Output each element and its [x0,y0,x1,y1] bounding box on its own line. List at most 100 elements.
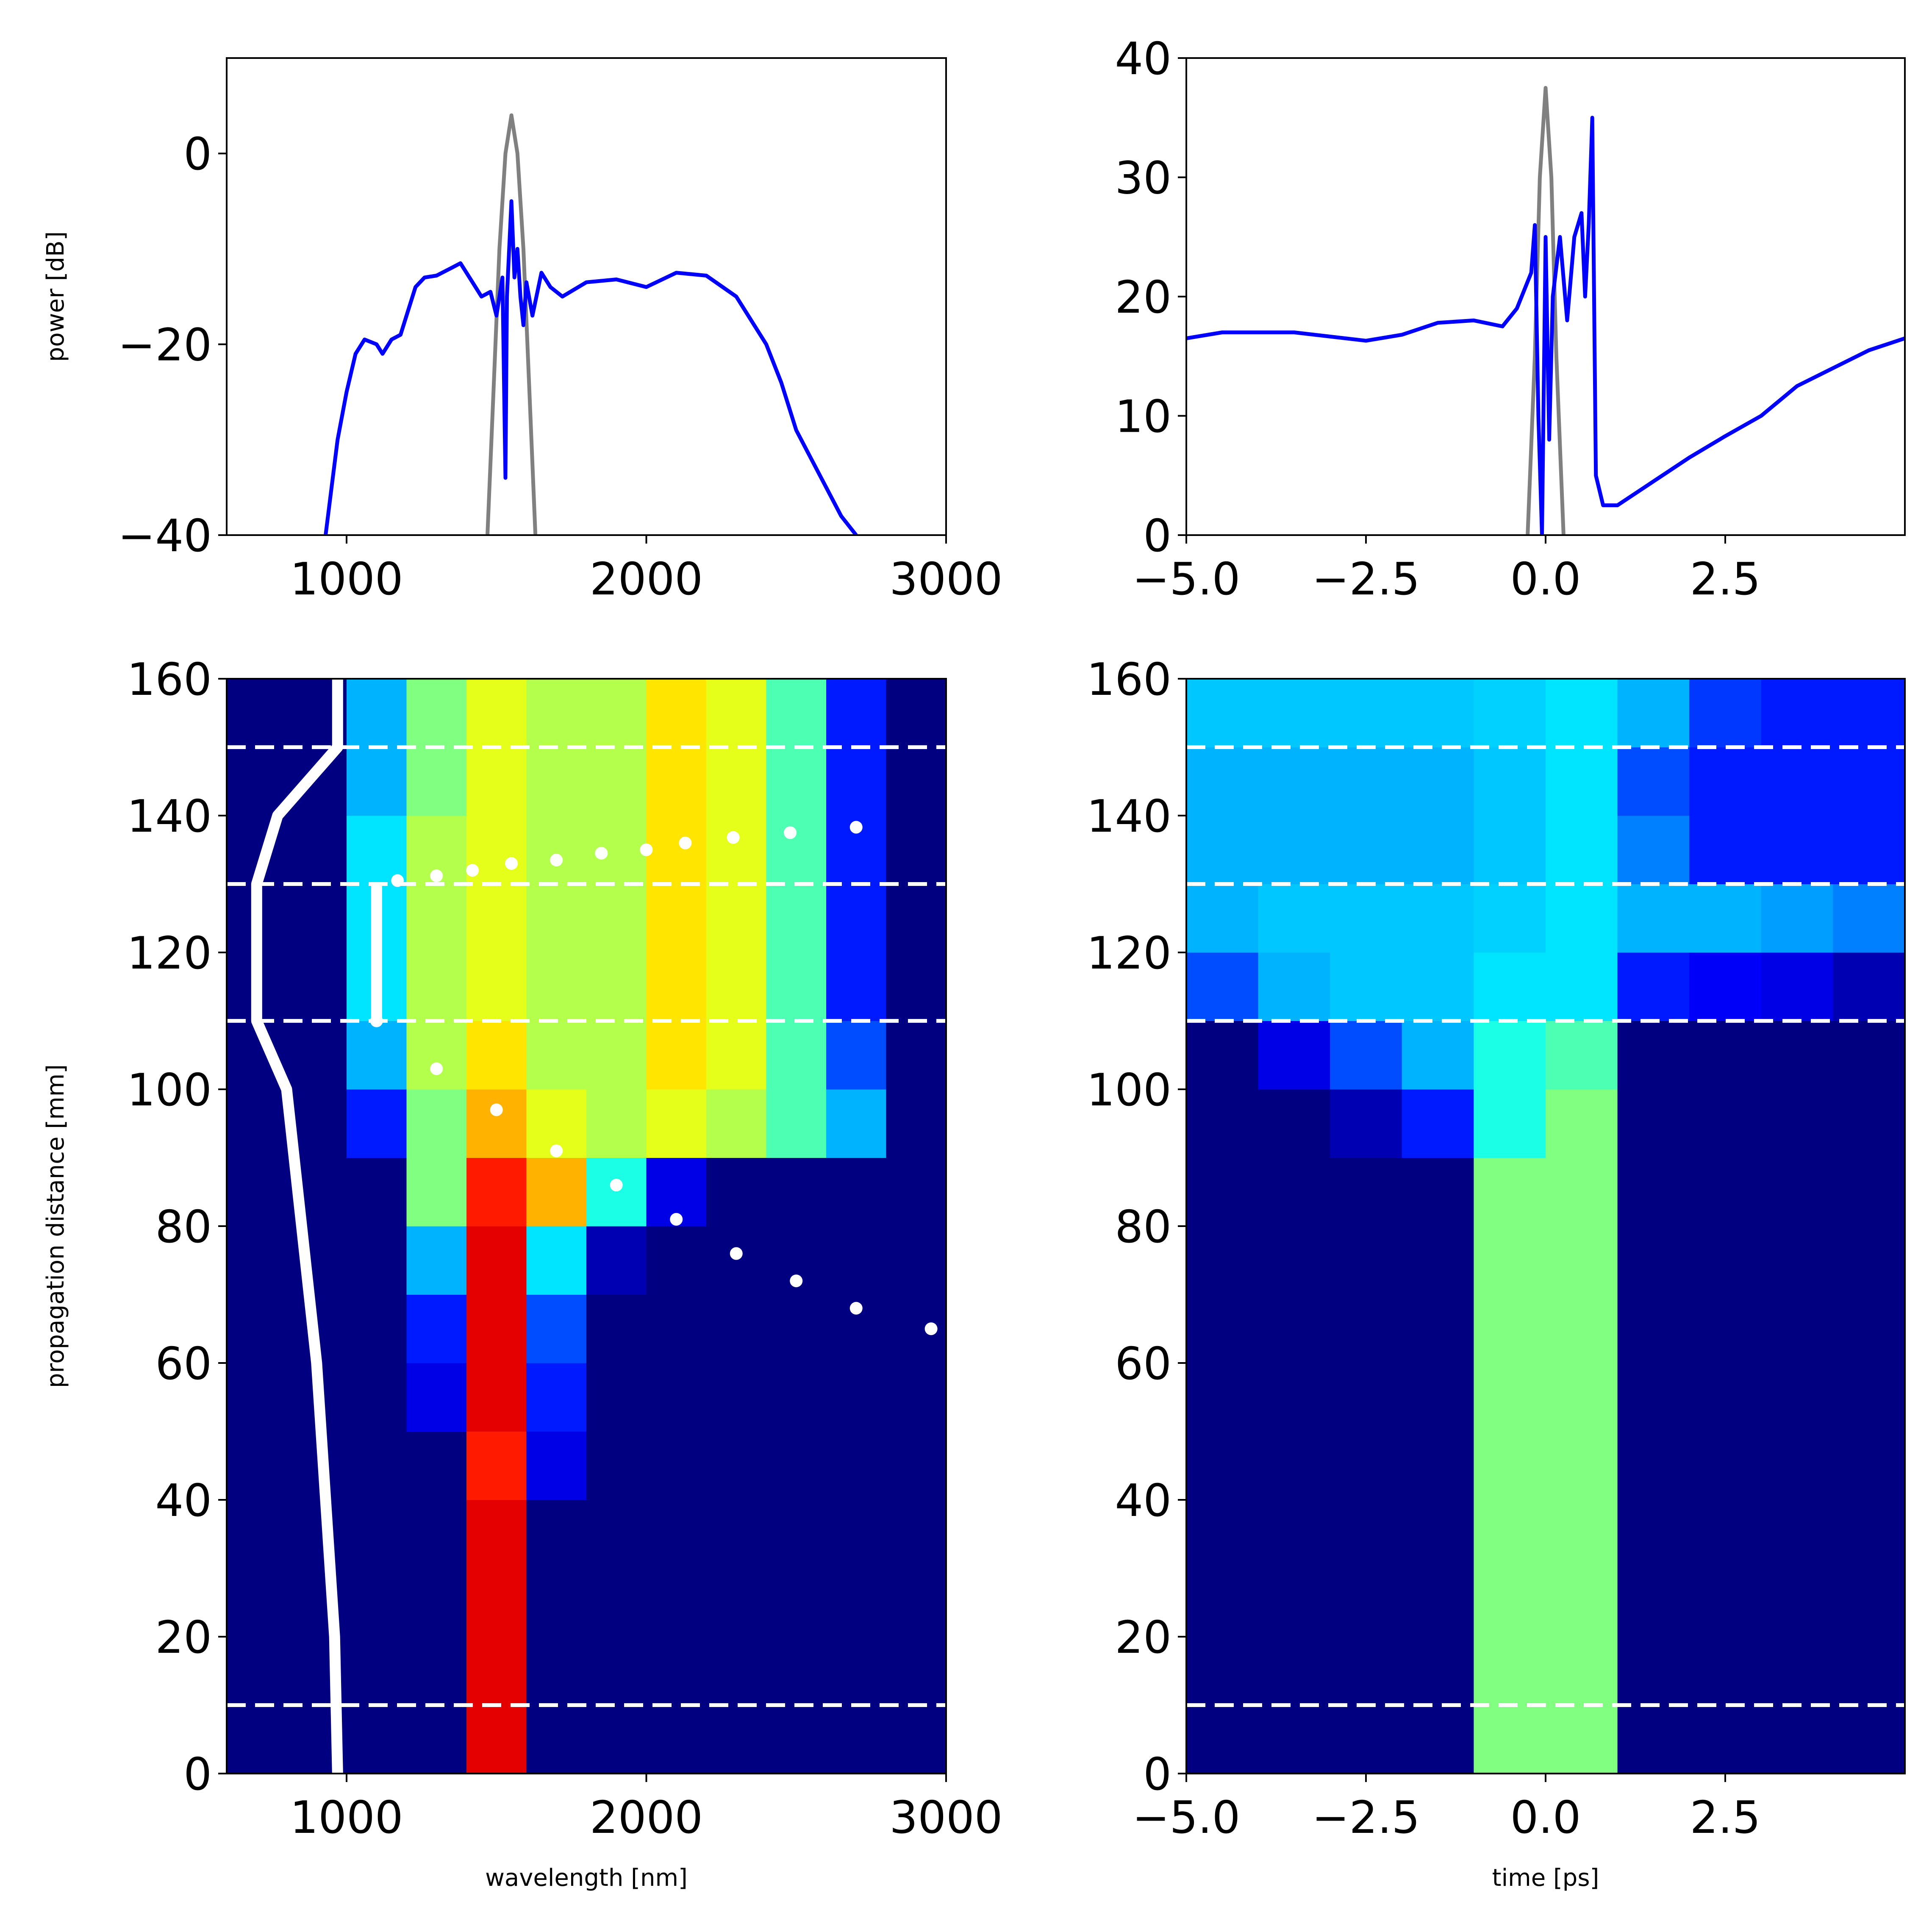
heat-cell [706,1226,766,1295]
heat-cell [1761,1294,1833,1363]
heat-cell [1617,1158,1690,1227]
heat-cell [646,1021,707,1090]
heat-cell [1833,1500,1905,1568]
heat-cell [1258,884,1330,953]
heat-cell [706,1021,766,1090]
heat-cell [526,679,587,747]
heat-cell [1617,1294,1690,1363]
heat-cell [1689,1294,1762,1363]
heat-cell [1617,952,1690,1021]
heat-cell [826,1500,886,1568]
x-tick-label: 1000 [290,553,403,605]
heat-cell [706,679,766,747]
heat-cell [1689,884,1762,953]
heat-cell [286,1021,347,1090]
y-tick-label: 0 [1143,510,1171,562]
heat-cell [1761,1158,1833,1227]
heat-cell [766,1158,827,1227]
heat-cell [826,1568,886,1637]
overlay-dot [490,1103,503,1116]
overlay-dot [670,1213,683,1226]
heat-cell [1546,1021,1618,1090]
heat-cell [466,1568,527,1637]
heat-cell [1689,1500,1762,1568]
heat-cell [1186,679,1259,747]
x-axis-label: time [ps] [1492,1864,1599,1892]
heat-cell [1617,747,1690,816]
heat-cell [406,747,467,816]
heat-cell [1761,747,1833,816]
heat-cell [586,952,647,1021]
heat-cell [886,1226,946,1295]
heat-cell [586,1021,647,1090]
heat-cell [586,1089,647,1158]
heat-cell [526,1705,587,1774]
heat-cell [227,679,287,747]
heat-cell [1689,1705,1762,1774]
heat-cell [406,1226,467,1295]
heat-cell [466,1637,527,1705]
heat-cell [1833,747,1905,816]
heat-cell [1258,1705,1330,1774]
heat-cell [1617,816,1690,884]
panel: −5.0 −2.5 0.0 2.5 0 20 40 60 80 100 120 140 160 time … [1087,654,1906,1892]
heat-cell [1761,1226,1833,1295]
heat-cell [706,1363,766,1432]
heat-cell [1474,747,1546,816]
heat-cell [1258,747,1330,816]
panel: −5.0 −2.5 0.0 2.5 0 10 20 30 40 [1115,33,1906,605]
heat-cell [1258,1226,1330,1295]
heat-cell [1474,1226,1546,1295]
heat-cell [1330,952,1402,1021]
heat-cell [406,1431,467,1500]
overlay-dot [790,1274,803,1288]
heat-cell [1546,1568,1618,1637]
series-line [486,113,538,535]
y-axis-label: propagation distance [mm] [42,1064,69,1388]
heat-cell [1258,1294,1330,1363]
y-tick-label: 100 [127,1064,212,1116]
heat-cell [1474,1637,1546,1705]
overlay-dot [849,1302,863,1315]
heat-cell [406,1089,467,1158]
heat-cell [1833,884,1905,953]
heat-cell [826,884,886,953]
heat-cell [646,816,707,884]
heat-cell [1402,1021,1474,1090]
heat-cell [1402,679,1474,747]
heat-cell [1258,1089,1330,1158]
heat-cell [347,1021,407,1090]
heat-cell [586,1705,647,1774]
heat-cell [466,679,527,747]
heat-cell [766,1363,827,1432]
y-tick-label: 120 [127,927,212,979]
heat-cell [1546,1705,1618,1774]
overlay-dot [924,1322,938,1335]
overlay-dot [391,874,404,887]
heat-cell [706,952,766,1021]
heat-cell [766,952,827,1021]
heat-cell [526,747,587,816]
heat-cell [706,1431,766,1500]
y-tick-label: 0 [183,1749,212,1800]
heat-cell [826,1021,886,1090]
heat-cell [1402,1431,1474,1500]
heat-cell [1833,1705,1905,1774]
heat-cell [1186,1158,1259,1227]
heat-cell [1330,1294,1402,1363]
heat-cell [766,1089,827,1158]
heat-cell [1546,1363,1618,1432]
heat-cell [646,952,707,1021]
heat-cell [1474,1500,1546,1568]
heat-cell [1761,679,1833,747]
heat-cell [1330,679,1402,747]
heat-cell [1546,1158,1618,1227]
heat-cell [526,1294,587,1363]
heat-cell [1617,1500,1690,1568]
overlay-line [251,679,343,1774]
heat-cell [1833,816,1905,884]
heat-cell [1330,1226,1402,1295]
heat-cell [766,747,827,816]
heat-cell [286,1500,347,1568]
